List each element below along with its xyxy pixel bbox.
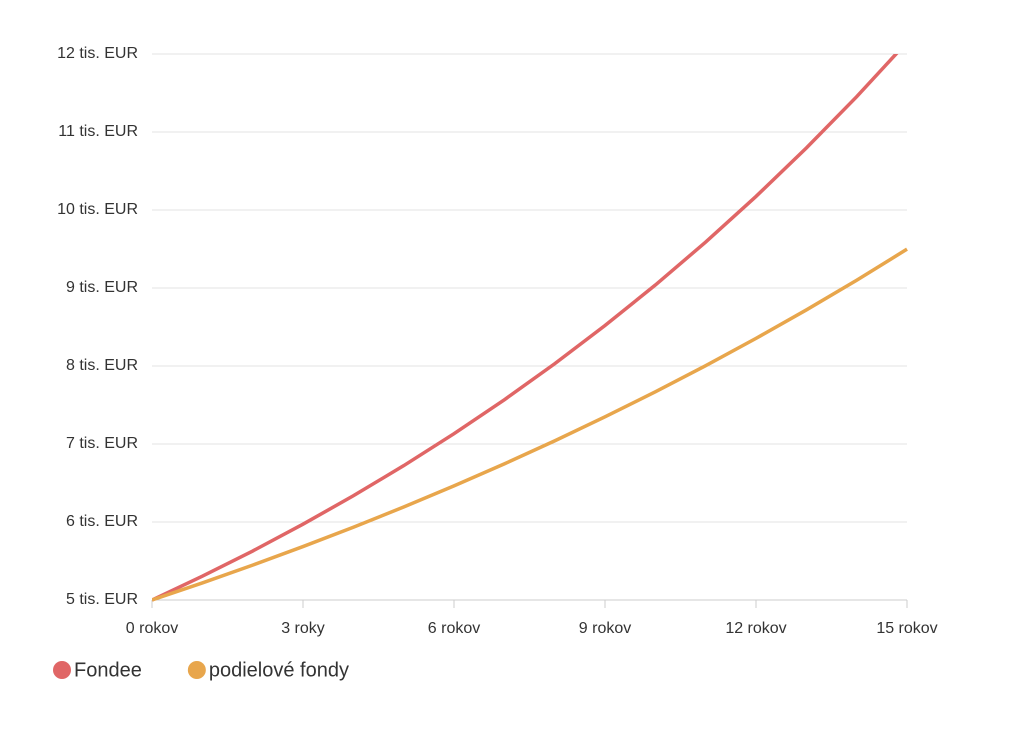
y-tick-label: 7 tis. EUR	[66, 435, 138, 452]
x-tick-label: 3 roky	[281, 620, 325, 637]
y-tick-label: 6 tis. EUR	[66, 513, 138, 530]
legend-label: podielové fondy	[209, 659, 349, 681]
x-tick-label: 15 rokov	[876, 620, 937, 637]
legend-marker	[53, 661, 71, 679]
x-tick-label: 12 rokov	[725, 620, 786, 637]
x-tick-label: 9 rokov	[579, 620, 631, 637]
legend-marker	[187, 661, 206, 679]
y-tick-label: 11 tis. EUR	[58, 123, 138, 140]
y-tick-label: 12 tis. EUR	[57, 45, 138, 62]
line-series	[152, 54, 899, 602]
x-tick-label: 6 rokov	[428, 620, 480, 637]
legend: Fondee podielové fondy	[53, 659, 349, 681]
x-tick-label: 0 rokov	[126, 620, 178, 637]
y-tick-label: 9 tis. EUR	[66, 279, 138, 296]
line-series	[152, 247, 908, 602]
legend-label: Fondee	[74, 659, 142, 681]
y-tick-label: 8 tis. EUR	[66, 357, 138, 374]
y-tick-label: 5 tis. EUR	[66, 591, 138, 608]
y-tick-label: 10 tis. EUR	[57, 201, 138, 218]
